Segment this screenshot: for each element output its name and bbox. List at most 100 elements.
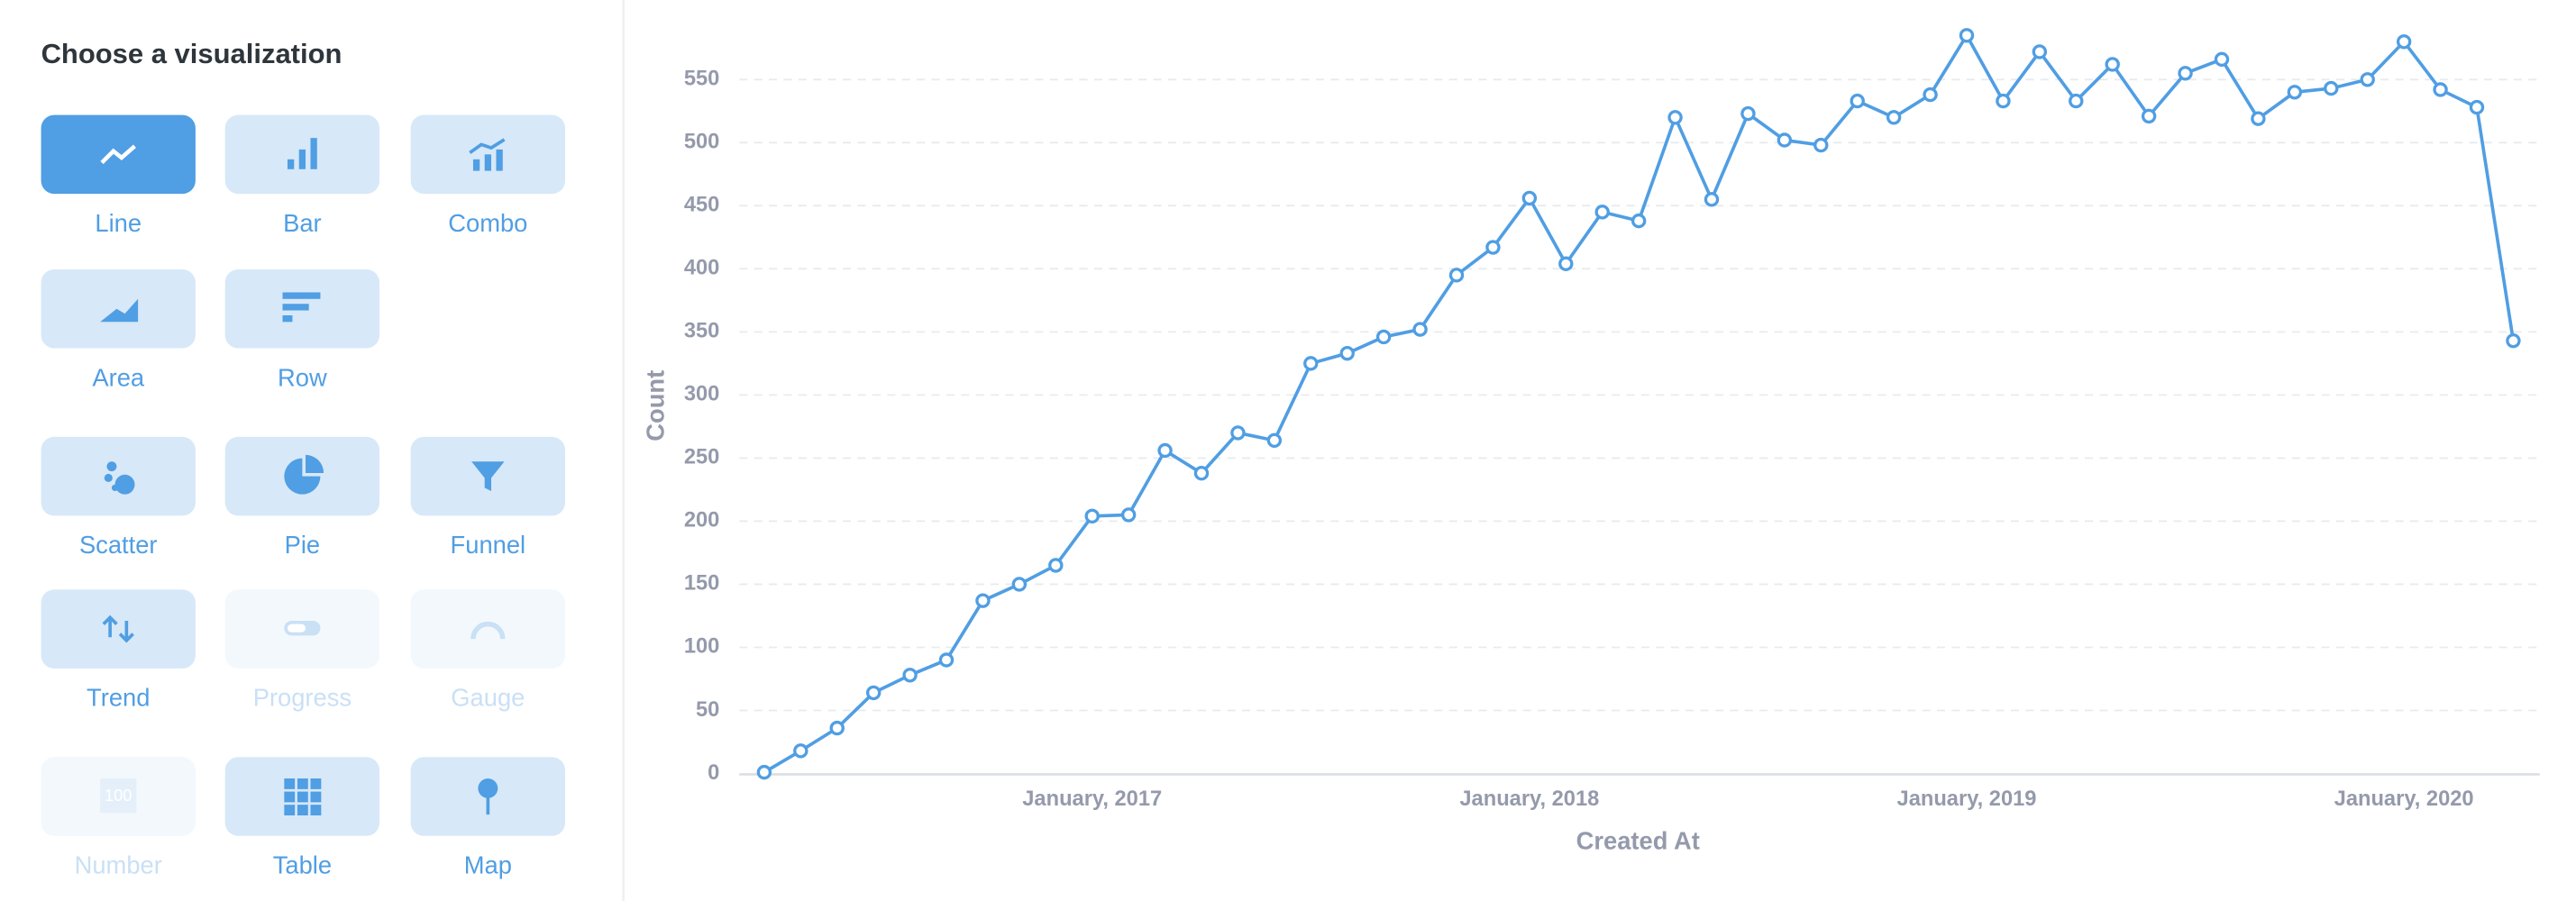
option-label: Gauge [451, 684, 525, 712]
y-tick-label: 200 [684, 509, 720, 532]
data-point [865, 685, 882, 701]
data-point [1740, 105, 1756, 122]
data-point [1996, 93, 2011, 109]
y-tick-label: 450 [684, 194, 720, 217]
data-point [1048, 558, 1064, 573]
y-tick-label: 150 [684, 572, 720, 596]
data-point [829, 720, 845, 736]
y-tick-label: 350 [684, 320, 720, 343]
data-point [2032, 44, 2048, 59]
option-label: Line [95, 209, 142, 237]
data-point [1011, 577, 1028, 592]
data-point [1558, 256, 1574, 271]
option-button[interactable] [41, 268, 196, 349]
y-tick-label: 0 [708, 761, 719, 785]
option-label: Area [92, 363, 145, 391]
x-tick-label: January, 2020 [2334, 787, 2474, 811]
options: Line Bar Combo Area Row Scatter Pie Funnel Trend… [41, 114, 566, 879]
data-point [1266, 432, 1283, 449]
icon-scatter [104, 461, 135, 495]
data-point [2251, 111, 2266, 126]
option-label: Scatter [79, 531, 158, 559]
data-point [1375, 329, 1392, 345]
data-point [756, 764, 772, 780]
data-point [1157, 442, 1173, 459]
data-point [1485, 240, 1501, 255]
y-tick-label: 250 [684, 446, 720, 469]
icons: 100 [100, 138, 506, 816]
data-point [2324, 80, 2339, 96]
data-point [1631, 213, 1647, 229]
data-point [793, 743, 808, 759]
data-point [2469, 99, 2485, 115]
data-point [2105, 57, 2120, 72]
y-tick-label: 300 [684, 383, 720, 406]
option-button[interactable] [41, 589, 196, 669]
option-button[interactable] [41, 436, 196, 516]
y-tick-label: 500 [684, 131, 720, 154]
x-tick-label: January, 2017 [1022, 787, 1162, 811]
x-tick-label: January, 2018 [1459, 787, 1599, 811]
option-label: Trend [87, 684, 150, 712]
option-label: Map [464, 851, 512, 879]
data-point [1339, 345, 1355, 361]
chart: Count Created At 0 50 100 150 200 250 300 350 40… [641, 28, 2540, 854]
data-point [2287, 85, 2303, 100]
data-point [1193, 466, 1210, 481]
viz-option[interactable]: Scatter [41, 436, 196, 559]
data-point [1667, 110, 1683, 125]
data-point [1594, 205, 1610, 220]
icon-bar [287, 138, 317, 169]
data-point [1704, 192, 1720, 207]
icon-area [100, 298, 139, 323]
data-point [2141, 108, 2157, 124]
icon-map [478, 778, 498, 815]
data-point [1521, 190, 1538, 206]
viz-option: Gauge [410, 589, 566, 712]
option-label: Bar [283, 209, 322, 237]
viz-option[interactable]: Area [41, 268, 196, 391]
icon-table [284, 778, 322, 816]
option-button [410, 589, 566, 669]
y-tick-label: 50 [696, 698, 719, 722]
option-label: Combo [448, 209, 527, 237]
data-point [1813, 137, 1829, 153]
y-tick-label: 550 [684, 68, 720, 91]
data-point [1412, 322, 1428, 337]
icon-funnel [471, 461, 505, 492]
y-tick-label: 100 [684, 635, 720, 659]
icon-pie [284, 454, 324, 495]
y-axis-title: Count [641, 370, 669, 441]
data-point [2506, 332, 2521, 349]
option-label: Pie [285, 531, 321, 559]
x-axis-title: Created At [1576, 826, 1700, 854]
data-point [1923, 86, 1938, 103]
data-point [2360, 72, 2375, 87]
data-point [2396, 34, 2412, 50]
data-point [938, 652, 955, 668]
data-point [2178, 66, 2193, 81]
data-point [2069, 93, 2084, 109]
option-label: Funnel [451, 531, 526, 559]
icon-gauge [470, 621, 506, 640]
icon-row [282, 292, 321, 323]
option-label: Progress [253, 684, 352, 712]
x-tick-label: January, 2019 [1897, 787, 2037, 811]
y-tick-label: 400 [684, 257, 720, 280]
data-point [1886, 110, 1902, 125]
data-point [902, 668, 918, 683]
icon-trend [102, 614, 134, 643]
option-label: Row [278, 363, 327, 391]
viz-option[interactable]: Trend [41, 589, 196, 712]
data-point [1084, 508, 1100, 524]
icon-combo [469, 138, 506, 171]
icon-number-text: 100 [105, 787, 132, 805]
option-label: Number [75, 851, 162, 879]
icon-progress [284, 621, 321, 636]
data-point [1959, 28, 1975, 43]
data-point [1303, 356, 1319, 371]
icon-number [100, 778, 137, 814]
